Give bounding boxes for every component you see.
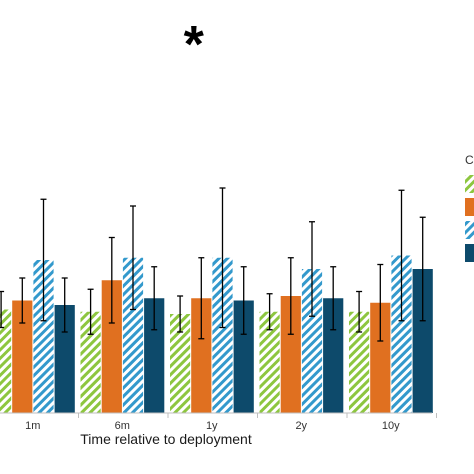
error-bar-1y-series-1 (177, 295, 184, 333)
annotations-layer: * (184, 16, 205, 74)
legend-swatch-series-4 (465, 244, 474, 262)
error-bar-6m-series-2 (108, 236, 115, 324)
error-bar-1m-series-1 (0, 290, 5, 329)
error-bar-6m-series-3 (130, 205, 136, 311)
error-bar-6m-series-1 (87, 288, 94, 335)
bar-2y-series-2 (280, 296, 301, 413)
error-bar-1y-series-4 (240, 266, 247, 335)
legend-title: C (465, 153, 474, 167)
error-bar-10y-series-1 (356, 290, 363, 333)
bar-10y-series-1 (349, 311, 370, 413)
legend-swatch-series-2 (465, 198, 474, 216)
bar-1y-series-4 (233, 300, 254, 413)
bar-10y-series-3 (391, 255, 412, 413)
bar-6m-series-3 (122, 257, 144, 413)
bar-2y-series-4 (323, 298, 344, 413)
x-tick-label-10y: 10y (382, 420, 400, 432)
bar-10y-series-4 (412, 269, 433, 413)
error-bar-1y-series-2 (198, 257, 205, 340)
legend: C (465, 153, 474, 262)
bar-6m-series-2 (101, 280, 122, 413)
x-tick-label-6m: 6m (115, 420, 130, 432)
legend-swatch-series-3 (465, 221, 474, 239)
error-bar-2y-series-3 (309, 221, 315, 317)
error-bar-10y-series-2 (377, 263, 384, 342)
bar-6m-series-4 (144, 298, 165, 413)
bar-2y-series-1 (259, 311, 280, 413)
x-tick-label-1y: 1y (206, 420, 218, 432)
error-bar-1m-series-3 (40, 198, 47, 322)
bar-10y-series-2 (370, 302, 391, 413)
error-bar-10y-series-4 (419, 216, 426, 322)
bar-1m-series-3 (33, 260, 54, 413)
bar-1y-series-2 (191, 298, 212, 413)
x-tick-label-1m: 1m (25, 420, 40, 432)
error-bar-2y-series-4 (330, 266, 337, 331)
bar-1m-series-1 (0, 309, 12, 413)
bar-2y-series-3 (301, 269, 323, 413)
error-bars-layer (0, 187, 426, 342)
bar-1y-series-3 (212, 257, 233, 413)
bar-1m-series-4 (54, 305, 75, 413)
error-bar-6m-series-4 (151, 266, 158, 331)
legend-swatch-series-1 (465, 175, 474, 193)
bar-6m-series-1 (80, 311, 101, 413)
bar-1m-series-2 (12, 300, 33, 413)
x-axis-title: Time relative to deployment (80, 431, 252, 447)
x-tick-label-2y: 2y (295, 420, 307, 432)
error-bar-2y-series-1 (266, 293, 273, 331)
error-bar-10y-series-3 (398, 189, 405, 322)
error-bar-1m-series-4 (61, 277, 68, 333)
error-bar-1y-series-3 (219, 187, 226, 329)
significance-asterisk: * (184, 16, 205, 74)
error-bar-1m-series-2 (19, 277, 26, 324)
x-ticks-layer: 1m 6m 1y 2y 10y (25, 413, 437, 432)
error-bar-2y-series-2 (287, 257, 294, 335)
bars-layer (0, 255, 433, 413)
bar-1y-series-1 (170, 314, 191, 413)
